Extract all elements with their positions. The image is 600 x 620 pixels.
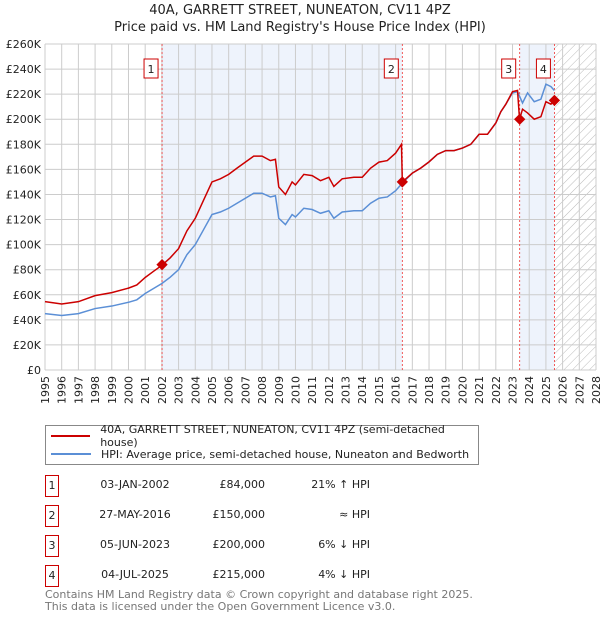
- price-chart: 1995 1996 1997 1998 1999 2000 2001 2002 2003 2004…: [6, 38, 600, 404]
- x-tick-label: 2022: [490, 376, 503, 404]
- x-tick-label: 2027: [573, 376, 586, 404]
- y-tick-label: £60K: [13, 289, 42, 302]
- sale-row: 4 04-JUL-2025 £215,000 4% ↓ HPI: [45, 565, 445, 587]
- sale-price: £215,000: [212, 568, 266, 581]
- sale-row: 1 03-JAN-2002 £84,000 21% ↑ HPI: [45, 475, 445, 497]
- sale-vs-hpi: ≈ HPI: [339, 508, 370, 521]
- x-tick-label: 2009: [273, 376, 286, 404]
- x-tick-label: 2013: [340, 376, 353, 404]
- x-tick-label: 2005: [206, 376, 219, 404]
- x-tick-label: 1996: [56, 376, 69, 404]
- x-tick-label: 2024: [523, 376, 536, 404]
- sale-point: [396, 176, 408, 188]
- y-tick-label: £120K: [6, 214, 42, 227]
- x-tick-label: 2003: [173, 376, 186, 404]
- sale-vs-hpi: 6% ↓ HPI: [318, 538, 370, 551]
- y-tick-label: £220K: [6, 88, 42, 101]
- x-tick-label: 2021: [473, 376, 486, 404]
- sale-label-box: [143, 58, 159, 79]
- sale-vs-hpi: 21% ↑ HPI: [311, 478, 370, 491]
- legend-label-property: 40A, GARRETT STREET, NUNEATON, CV11 4PZ …: [100, 423, 445, 449]
- y-tick-label: £240K: [6, 63, 42, 76]
- y-tick-label: £200K: [6, 113, 42, 126]
- sale-price: £84,000: [219, 478, 266, 491]
- sale-price: £150,000: [212, 508, 266, 521]
- y-tick-label: £20K: [13, 339, 42, 352]
- sale-row: 3 05-JUN-2023 £200,000 6% ↓ HPI: [45, 535, 445, 557]
- sale-point: [156, 259, 168, 271]
- sale-label: 1: [148, 63, 155, 76]
- sale-date: 05-JUN-2023: [99, 538, 171, 551]
- legend-swatch-hpi: [51, 453, 91, 455]
- x-tick-label: 2006: [223, 376, 236, 404]
- x-tick-label: 2008: [256, 376, 269, 404]
- sale-label: 3: [505, 63, 512, 76]
- x-tick-label: 2002: [156, 376, 169, 404]
- x-tick-label: 2026: [557, 376, 570, 404]
- sale-badge: 1: [45, 475, 59, 497]
- x-tick-label: 2020: [456, 376, 469, 404]
- chart-subtitle: Price paid vs. HM Land Registry's House …: [114, 20, 486, 35]
- sale-label: 2: [388, 63, 395, 76]
- x-tick-label: 2001: [139, 376, 152, 404]
- legend-swatch-property: [51, 435, 91, 437]
- y-tick-label: £40K: [13, 314, 42, 327]
- forecast-hatch: [554, 44, 596, 370]
- x-tick-label: 2018: [423, 376, 436, 404]
- sale-date: 27-MAY-2016: [99, 508, 171, 521]
- x-tick-label: 2010: [289, 376, 302, 404]
- sale-label-box: [535, 58, 551, 79]
- sale-date: 04-JUL-2025: [101, 568, 169, 581]
- y-tick-label: £160K: [6, 163, 42, 176]
- sale-date: 03-JAN-2002: [100, 478, 170, 491]
- x-tick-label: 1995: [39, 376, 52, 404]
- x-tick-label: 2007: [239, 376, 252, 404]
- footer: Contains HM Land Registry data © Crown c…: [45, 589, 473, 613]
- sale-label-box: [501, 58, 517, 79]
- sale-badge: 2: [45, 505, 59, 527]
- sale-badge: 3: [45, 535, 59, 557]
- x-tick-label: 2028: [590, 376, 600, 404]
- y-tick-label: £80K: [13, 264, 42, 277]
- x-tick-label: 2011: [306, 376, 319, 404]
- shaded-ownership-period: [519, 44, 555, 370]
- footer-copyright: Contains HM Land Registry data © Crown c…: [45, 588, 473, 601]
- x-tick-label: 2023: [507, 376, 520, 404]
- x-tick-label: 1999: [106, 376, 119, 404]
- x-tick-label: 2016: [390, 376, 403, 404]
- sale-row: 2 27-MAY-2016 £150,000 ≈ HPI: [45, 505, 445, 527]
- x-tick-label: 1997: [72, 376, 85, 404]
- footer-licence: This data is licensed under the Open Gov…: [45, 600, 396, 613]
- y-tick-label: £260K: [6, 38, 42, 51]
- x-tick-label: 2017: [406, 376, 419, 404]
- sale-label-box: [383, 58, 399, 79]
- x-tick-label: 2025: [540, 376, 553, 404]
- x-tick-label: 2014: [356, 376, 369, 404]
- legend-label-hpi: HPI: Average price, semi-detached house,…: [101, 447, 470, 461]
- x-tick-label: 2012: [323, 376, 336, 404]
- sale-label: 4: [540, 63, 547, 76]
- sale-price: £200,000: [212, 538, 266, 551]
- property-price-line: [44, 89, 555, 305]
- sale-vs-hpi: 4% ↓ HPI: [318, 568, 370, 581]
- legend: 40A, GARRETT STREET, NUNEATON, CV11 4PZ …: [45, 423, 479, 465]
- x-tick-label: 2004: [189, 376, 202, 404]
- x-tick-label: 2019: [440, 376, 453, 404]
- y-tick-label: £0: [27, 364, 41, 377]
- x-tick-label: 1998: [89, 376, 102, 404]
- y-tick-label: £180K: [6, 138, 42, 151]
- sale-badge: 4: [45, 565, 59, 587]
- y-tick-label: £100K: [6, 239, 42, 252]
- x-tick-label: 2000: [122, 376, 135, 404]
- x-tick-label: 2015: [373, 376, 386, 404]
- chart-title: 40A, GARRETT STREET, NUNEATON, CV11 4PZ: [149, 3, 451, 18]
- y-tick-label: £140K: [6, 188, 42, 201]
